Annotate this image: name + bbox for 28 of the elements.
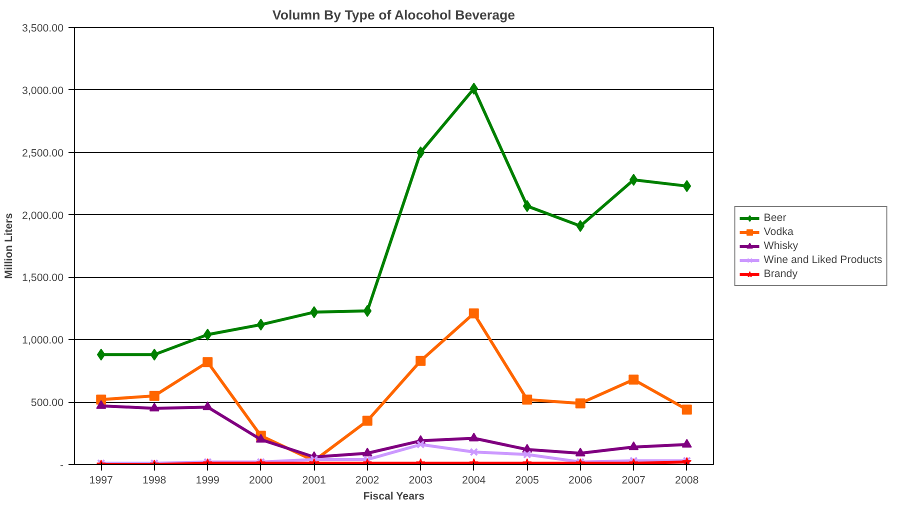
x-tick-label: 2007 [622,474,646,486]
legend-label: Wine and Liked Products [764,254,882,266]
legend-label: Beer [764,212,786,224]
x-tick-label: 2004 [462,474,486,486]
x-tick-label: 2000 [249,474,273,486]
y-tick-label: 3,500.00 [22,22,64,34]
y-tick-label: 2,000.00 [22,210,64,222]
y-tick-label: 1,500.00 [22,272,64,284]
x-tick-label: 2005 [515,474,540,486]
x-axis-title: Fiscal Years [363,490,425,502]
x-tick-label: 1998 [142,474,166,486]
x-tick-label: 1999 [196,474,220,486]
x-tick-label: 2001 [302,474,326,486]
x-tick-label: 2002 [356,474,380,486]
y-tick-label: 3,000.00 [22,84,64,97]
x-tick-label: 1997 [89,474,114,486]
legend-label: Vodka [764,226,794,238]
chart-title: Volumn By Type of Alocohol Beverage [272,8,516,22]
x-tick-label: 2003 [408,474,433,486]
y-axis-title: Million Liters [3,213,16,279]
y-tick-label: 1,000.00 [22,334,64,347]
y-tick-label: - [60,460,64,472]
y-tick-label: 500.00 [30,397,64,410]
y-tick-label: 2,500.00 [22,147,64,160]
x-tick-label: 2006 [568,474,592,486]
legend-label: Brandy [764,268,798,280]
x-tick-label: 2008 [675,474,699,486]
legend-label: Whisky [764,240,798,252]
